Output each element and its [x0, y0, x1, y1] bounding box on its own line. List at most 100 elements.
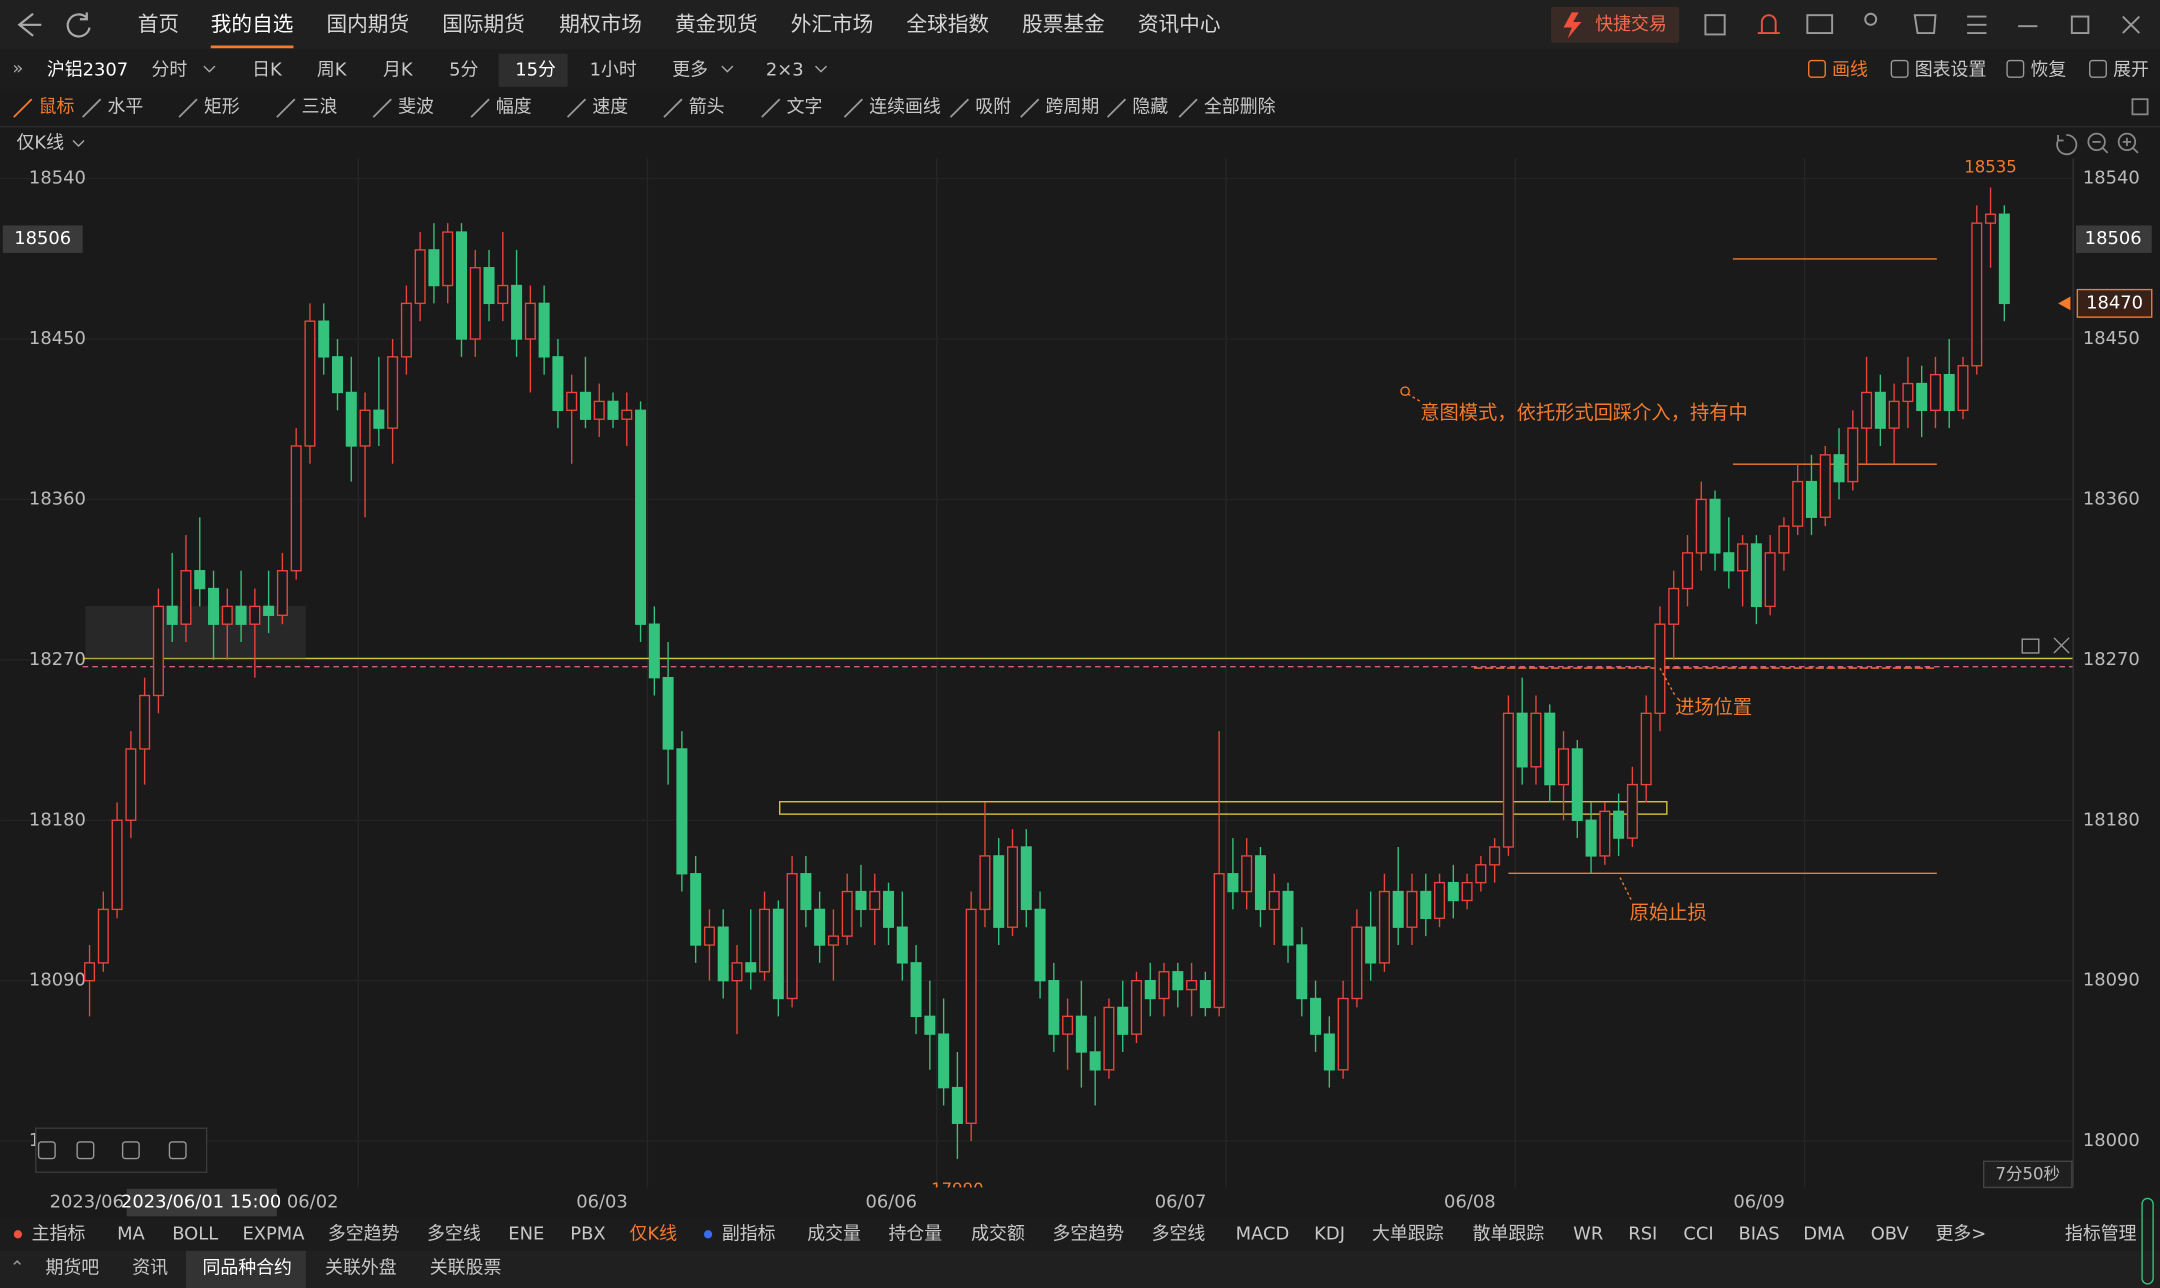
view-mode[interactable]: 仅K线: [17, 132, 65, 153]
drag-handle[interactable]: [37, 1141, 56, 1160]
draw-tool[interactable]: 连续画线: [869, 96, 941, 117]
bell-icon[interactable]: [1757, 14, 1780, 35]
shirt-icon[interactable]: [1913, 14, 1937, 35]
draw-tool[interactable]: 水平: [107, 96, 143, 117]
sub-indicator[interactable]: 持仓量: [889, 1223, 943, 1244]
sub-indicator[interactable]: RSI: [1628, 1223, 1657, 1244]
period-tab[interactable]: 周K: [317, 59, 348, 80]
nav-item[interactable]: 全球指数: [906, 12, 989, 36]
draw-tool[interactable]: 箭头: [689, 96, 725, 117]
chart-tool[interactable]: 展开: [2113, 59, 2149, 80]
draw-tool[interactable]: 速度: [592, 96, 628, 117]
delete-btn[interactable]: [121, 1141, 140, 1160]
sub-indicator[interactable]: 更多>: [1935, 1223, 1986, 1244]
draw-tool[interactable]: 斐波: [398, 96, 434, 117]
nav-item[interactable]: 我的自选: [211, 12, 294, 36]
screenshot-btn[interactable]: [76, 1141, 95, 1160]
draw-tool[interactable]: 全部删除: [1204, 96, 1276, 117]
mail-icon[interactable]: [1806, 14, 1834, 35]
draw-tool[interactable]: 幅度: [496, 96, 532, 117]
sub-indicator[interactable]: 散单跟踪: [1473, 1223, 1545, 1244]
period-tab[interactable]: 分时: [152, 59, 188, 80]
main-indicator[interactable]: ENE: [508, 1223, 544, 1244]
sub-indicator[interactable]: 大单跟踪: [1372, 1223, 1444, 1244]
draw-tool[interactable]: 鼠标: [39, 96, 75, 117]
chevron: [72, 140, 85, 147]
draw-tool[interactable]: 吸附: [975, 96, 1011, 117]
draw-tool[interactable]: 跨周期: [1046, 96, 1100, 117]
chart-tool[interactable]: 图表设置: [1915, 59, 1987, 80]
sub-indicator[interactable]: DMA: [1803, 1223, 1845, 1244]
main-indicator[interactable]: 仅K线: [630, 1223, 678, 1244]
main-indicator[interactable]: EXPMA: [242, 1223, 305, 1244]
restore[interactable]: [2070, 15, 2090, 35]
collapse-icon[interactable]: »: [12, 58, 23, 79]
main-indicator[interactable]: BOLL: [172, 1223, 218, 1244]
sub-indicator[interactable]: CCI: [1683, 1223, 1713, 1244]
symbol[interactable]: 沪铝2307: [47, 59, 128, 80]
main-indicator[interactable]: PBX: [570, 1223, 605, 1244]
bottom-tab[interactable]: 关联股票: [430, 1258, 502, 1279]
nav-item[interactable]: 外汇市场: [791, 12, 874, 36]
quick-trade-label[interactable]: 快捷交易: [1595, 14, 1667, 35]
collapse-tabs[interactable]: ⌃: [10, 1258, 25, 1279]
close[interactable]: [2122, 15, 2141, 34]
candle-body: [1957, 365, 1969, 411]
bottom-tab[interactable]: 资讯: [132, 1258, 168, 1279]
period-tab[interactable]: 更多: [672, 59, 708, 80]
sub-indicator[interactable]: BIAS: [1738, 1223, 1779, 1244]
quick-trade-button[interactable]: [1551, 6, 1680, 43]
zoom-out[interactable]: [2087, 132, 2106, 152]
nav-item[interactable]: 国际期货: [442, 12, 525, 36]
sub-indicator[interactable]: KDJ: [1314, 1223, 1345, 1244]
user-icon[interactable]: [1864, 12, 1878, 26]
draw-tool[interactable]: 矩形: [204, 96, 240, 117]
chart-tool[interactable]: 画线: [1832, 59, 1868, 80]
main-indicator[interactable]: MA: [117, 1223, 145, 1244]
period-tab[interactable]: 5分: [449, 59, 478, 80]
period-tab[interactable]: 15分: [515, 59, 556, 80]
candle-body: [566, 391, 578, 411]
lock-icon[interactable]: [2021, 638, 2040, 654]
zoom-in[interactable]: [2117, 132, 2137, 152]
back-button[interactable]: [17, 12, 42, 37]
draw-tool[interactable]: 隐藏: [1132, 96, 1168, 117]
sub-indicator[interactable]: 多空趋势: [1052, 1223, 1124, 1244]
sub-indicator[interactable]: WR: [1573, 1223, 1603, 1244]
draw-tool[interactable]: 文字: [787, 96, 823, 117]
sub-indicator[interactable]: OBV: [1871, 1223, 1910, 1244]
period-tab[interactable]: 2×3: [766, 59, 804, 80]
candle-body: [1971, 222, 1983, 367]
main-indicator[interactable]: 多空线: [427, 1223, 481, 1244]
period-tab[interactable]: 1小时: [590, 59, 637, 80]
sub-indicator[interactable]: MACD: [1236, 1223, 1290, 1244]
chart-tool[interactable]: 恢复: [2031, 59, 2067, 80]
icon[interactable]: [1704, 14, 1726, 36]
sub-indicator[interactable]: 多空线: [1152, 1223, 1206, 1244]
nav-item[interactable]: 资讯中心: [1138, 12, 1221, 36]
nav-item[interactable]: 黄金现货: [675, 12, 758, 36]
refresh-button[interactable]: [66, 12, 91, 38]
nav-item[interactable]: 股票基金: [1022, 12, 1105, 36]
nav-item[interactable]: 期权市场: [559, 12, 642, 36]
settings-btn[interactable]: [168, 1141, 187, 1160]
undo-icon[interactable]: [2056, 134, 2078, 156]
plot-area: 1800018000180901809018180181801827018270…: [0, 158, 2153, 1199]
bottom-tab[interactable]: 期货吧: [45, 1258, 99, 1279]
bottom-tab[interactable]: 同品种合约: [203, 1258, 292, 1279]
period-tab[interactable]: 日K: [252, 59, 283, 80]
nav-item[interactable]: 国内期货: [326, 12, 409, 36]
menu-icon[interactable]: [1967, 15, 1987, 35]
main-indicator[interactable]: 多空趋势: [328, 1223, 400, 1244]
pop-out-icon[interactable]: [2131, 98, 2149, 116]
close-icon[interactable]: [2053, 637, 2070, 654]
draw-tool[interactable]: 三浪: [302, 96, 338, 117]
bottom-tab[interactable]: 关联外盘: [325, 1258, 397, 1279]
indicator-manage[interactable]: 指标管理: [2065, 1223, 2137, 1244]
sub-indicator-label[interactable]: 副指标: [722, 1223, 776, 1244]
nav-item[interactable]: 首页: [138, 12, 179, 36]
sub-indicator[interactable]: 成交额: [971, 1223, 1025, 1244]
main-indicator-label[interactable]: 主指标: [32, 1223, 86, 1244]
sub-indicator[interactable]: 成交量: [807, 1223, 861, 1244]
period-tab[interactable]: 月K: [383, 59, 414, 80]
